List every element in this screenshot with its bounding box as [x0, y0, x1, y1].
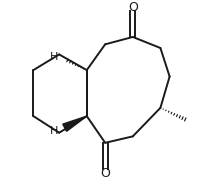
Text: O: O [127, 1, 137, 14]
Text: O: O [100, 167, 109, 180]
Text: H: H [49, 126, 58, 136]
Text: H: H [49, 52, 58, 62]
Polygon shape [62, 116, 86, 131]
